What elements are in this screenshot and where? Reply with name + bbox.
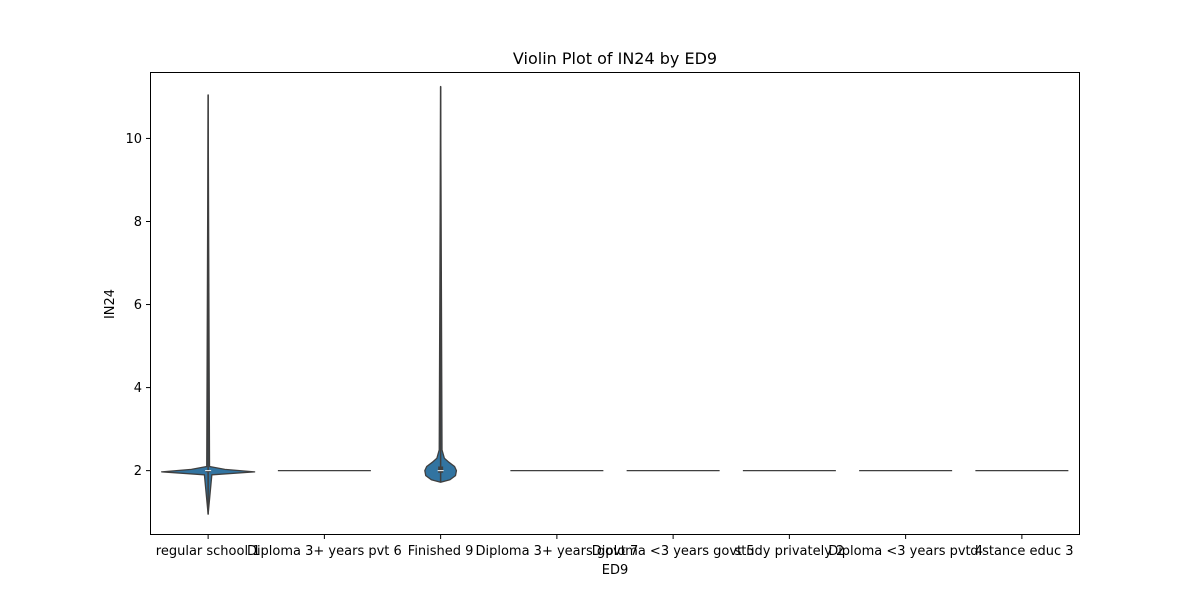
- violin-group: [160, 85, 1069, 515]
- y-tick-label: 8: [134, 215, 142, 230]
- x-tick-label: Diploma <3 years govt 5: [592, 544, 755, 559]
- x-axis-label: ED9: [602, 563, 629, 578]
- x-tick-label: Diploma 3+ years govt 7: [475, 544, 638, 559]
- y-tick-label: 2: [134, 464, 142, 479]
- y-tick-label: 10: [125, 132, 142, 147]
- x-tick-label: regular school 1: [156, 544, 261, 559]
- y-tick-label: 6: [134, 298, 142, 313]
- chart-title: Violin Plot of IN24 by ED9: [513, 49, 717, 68]
- x-tick-label: Diploma <3 years pvt 4: [828, 544, 983, 559]
- violin-iqr-box: [438, 466, 444, 473]
- y-axis-label: IN24: [103, 289, 118, 319]
- y-axis-ticks: 2 4 6 8 10: [125, 132, 150, 479]
- plot-area-frame: [150, 72, 1080, 535]
- violin-iqr-box: [205, 470, 211, 473]
- x-tick-label: Diploma 3+ years pvt 6: [247, 544, 402, 559]
- y-tick-label: 4: [134, 381, 142, 396]
- x-tick-label: distance educ 3: [970, 544, 1073, 559]
- x-tick-label: Finished 9: [408, 544, 474, 559]
- x-tick-label: study privately 2: [734, 544, 844, 559]
